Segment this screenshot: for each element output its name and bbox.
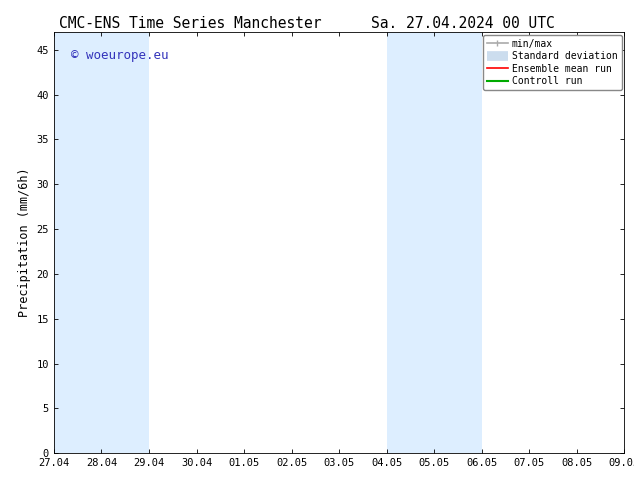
Bar: [387, 32, 482, 453]
Text: Sa. 27.04.2024 00 UTC: Sa. 27.04.2024 00 UTC: [371, 16, 555, 31]
Text: CMC-ENS Time Series Manchester: CMC-ENS Time Series Manchester: [59, 16, 321, 31]
Legend: min/max, Standard deviation, Ensemble mean run, Controll run: min/max, Standard deviation, Ensemble me…: [482, 35, 621, 90]
Y-axis label: Precipitation (mm/6h): Precipitation (mm/6h): [18, 168, 31, 318]
Bar: [54, 32, 149, 453]
Text: © woeurope.eu: © woeurope.eu: [71, 49, 169, 62]
